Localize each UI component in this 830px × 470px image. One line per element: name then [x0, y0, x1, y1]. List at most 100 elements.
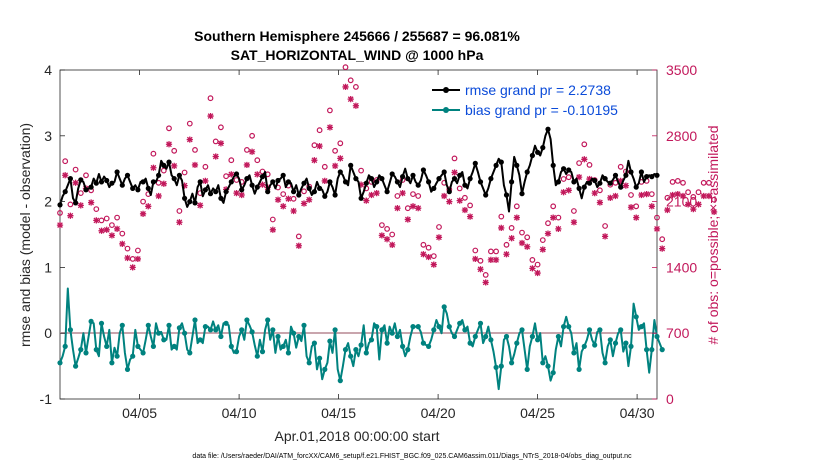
rmse-point [119, 182, 125, 188]
assimilated-obs-marker [363, 197, 370, 204]
rmse-point [280, 172, 286, 178]
rmse-point [498, 159, 504, 165]
assimilated-obs-marker [674, 190, 681, 198]
rmse-point [98, 179, 105, 185]
possible-obs-marker [659, 236, 666, 243]
bias-point [597, 327, 603, 333]
possible-obs-marker [586, 161, 593, 168]
rmse-point [140, 179, 146, 185]
possible-obs-marker [192, 146, 198, 153]
rmse-point [358, 195, 364, 201]
rmse-point [207, 191, 214, 197]
rmse-point [426, 179, 432, 185]
assimilated-obs-marker [67, 212, 74, 219]
assimilated-obs-marker [212, 153, 219, 160]
bias-point [93, 347, 99, 353]
rmse-point [322, 193, 328, 199]
possible-obs-marker [576, 160, 582, 167]
bias-point [586, 327, 593, 333]
assimilated-obs-marker [207, 112, 214, 120]
assimilated-obs-marker [472, 255, 479, 263]
assimilated-obs-marker [420, 251, 427, 258]
bias-point [311, 340, 317, 346]
rmse-point [477, 179, 484, 185]
assimilated-obs-marker [461, 206, 469, 214]
possible-obs-marker [571, 208, 577, 214]
rmse-point [67, 176, 73, 182]
bias-point [535, 337, 541, 343]
possible-obs-marker [415, 193, 422, 199]
bias-point [400, 343, 406, 349]
assimilated-obs-marker [581, 156, 588, 163]
rmse-point [488, 176, 494, 182]
assimilated-obs-marker [202, 177, 209, 185]
bias-point [348, 353, 354, 359]
bias-point [509, 360, 515, 366]
bias-point [342, 347, 349, 353]
possible-obs-marker [451, 155, 458, 162]
rmse-point [597, 180, 603, 186]
possible-obs-marker [617, 163, 624, 170]
assimilated-obs-marker [93, 217, 100, 224]
assimilated-obs-marker [321, 177, 328, 185]
possible-obs-marker [477, 257, 484, 264]
bias-point [451, 333, 458, 340]
assimilated-obs-marker [217, 140, 225, 147]
assimilated-obs-marker [197, 202, 204, 209]
possible-obs-marker [602, 223, 608, 229]
y-tick-label-left: 2 [44, 194, 52, 210]
assimilated-obs-marker [627, 204, 635, 211]
assimilated-obs-marker [113, 225, 121, 232]
bias-point [145, 322, 151, 328]
rmse-point [124, 172, 131, 178]
bias-point [166, 322, 172, 328]
assimilated-obs-marker [108, 232, 116, 239]
rmse-point [228, 179, 234, 185]
assimilated-obs-marker [404, 216, 411, 223]
possible-obs-marker [628, 192, 634, 198]
y-axis-label-right: # of obs: o=possible; ×=assimilated [705, 125, 721, 344]
x-tick-label: 04/20 [421, 405, 456, 421]
possible-obs-marker [456, 185, 463, 192]
rmse-point [654, 172, 660, 178]
series-lines [57, 126, 665, 391]
bias-point [119, 322, 125, 328]
bias-point [57, 360, 63, 366]
bias-point [327, 338, 333, 344]
possible-obs-marker [384, 225, 391, 232]
possible-obs-marker [674, 177, 681, 184]
rmse-point [249, 182, 255, 188]
possible-obs-marker [425, 244, 432, 251]
y-tick-label-left: 1 [44, 259, 52, 275]
legend-rmse-marker [443, 87, 449, 93]
possible-obs-marker [404, 205, 411, 212]
rmse-point [182, 195, 188, 201]
assimilated-obs-marker [248, 148, 256, 155]
possible-obs-marker [519, 229, 525, 236]
rmse-point [187, 199, 193, 205]
possible-obs-marker [503, 241, 510, 248]
rmse-point [472, 160, 478, 166]
possible-obs-marker [202, 163, 209, 170]
assimilated-obs-marker [347, 96, 354, 103]
y-axis-label-left: rmse and bias (model - observation) [17, 123, 33, 347]
rmse-point [327, 179, 333, 185]
possible-obs-marker [539, 237, 546, 244]
rmse-point [171, 176, 177, 182]
rmse-point [555, 179, 562, 185]
bias-point [98, 320, 105, 326]
assimilated-obs-marker [576, 174, 583, 181]
rmse-point [514, 162, 520, 168]
assimilated-obs-marker [425, 253, 432, 261]
y-tick-label-right: 0 [666, 391, 674, 407]
rmse-point [623, 172, 629, 178]
bias-point [182, 330, 188, 336]
possible-obs-marker [420, 241, 427, 248]
possible-obs-marker [410, 191, 416, 198]
possible-obs-marker [134, 247, 141, 254]
rmse-point [586, 180, 593, 186]
rmse-point [197, 179, 203, 185]
bias-point [150, 343, 156, 349]
assimilated-obs-marker [269, 226, 276, 233]
assimilated-obs-marker [326, 124, 334, 131]
